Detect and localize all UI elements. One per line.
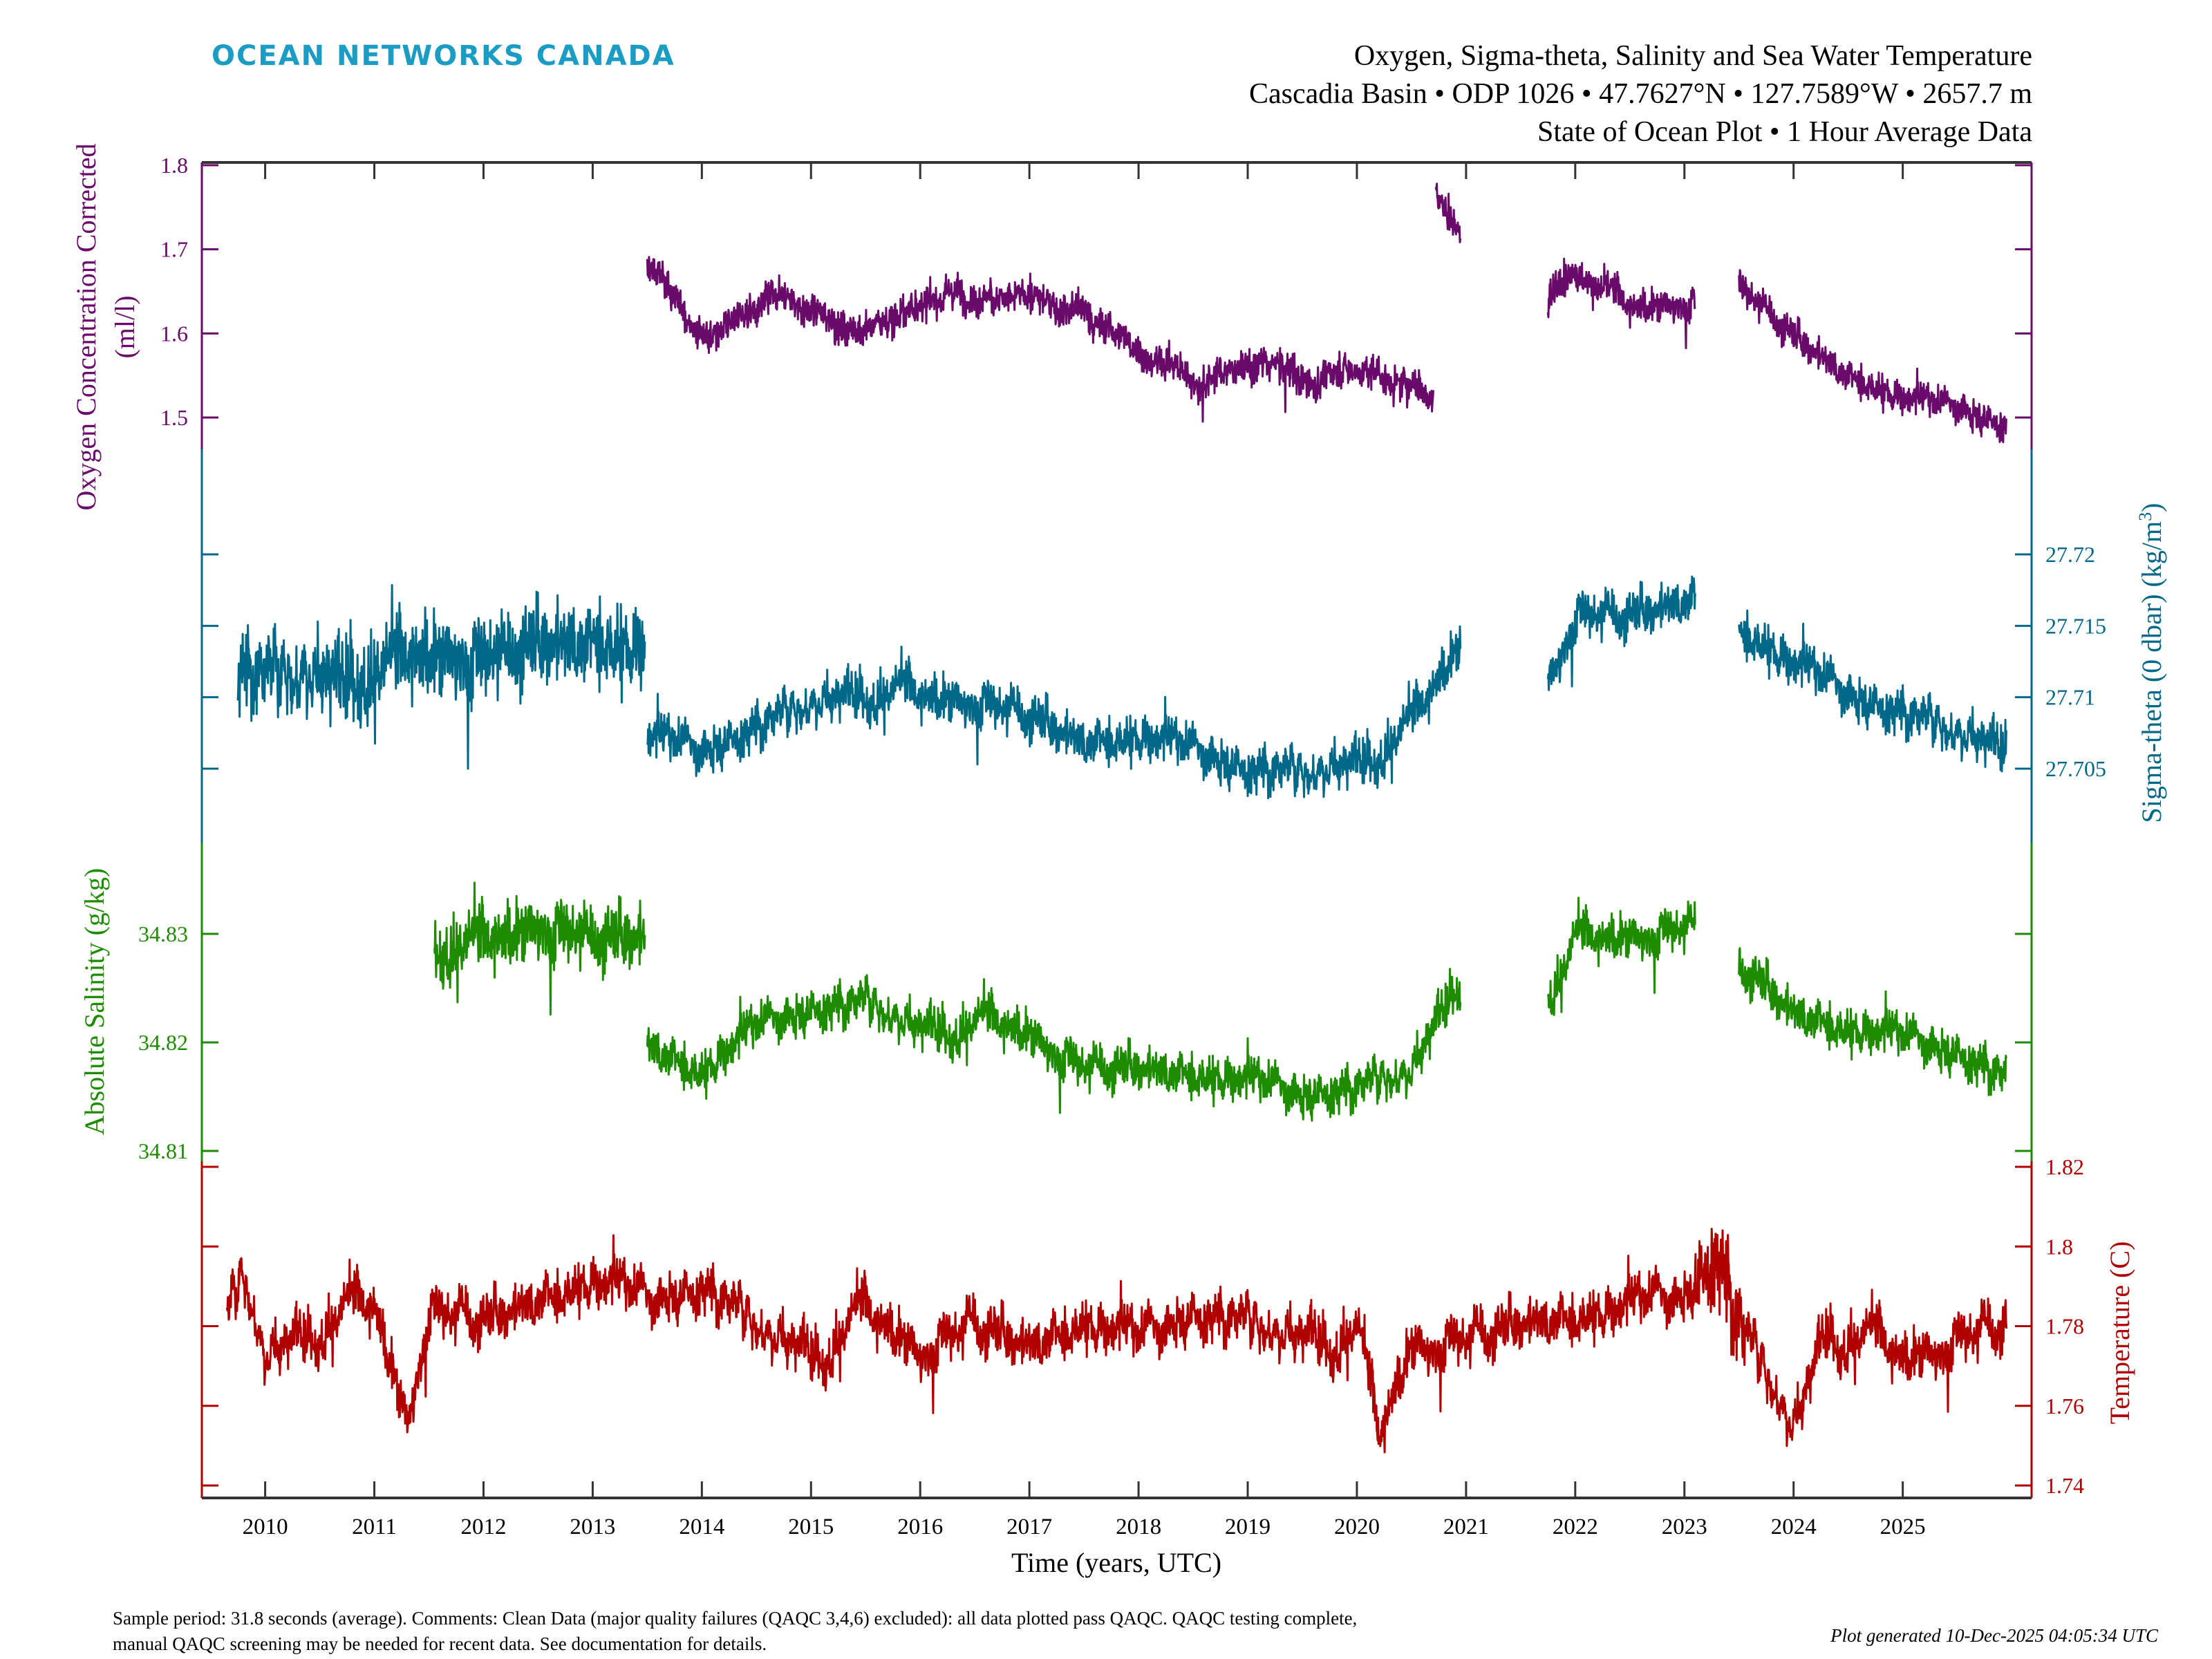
temperature-tick-label: 1.82 <box>2045 1154 2084 1179</box>
oxygen-tick-label: 1.6 <box>160 321 188 346</box>
chart-title: Oxygen, Sigma-theta, Salinity and Sea Wa… <box>1354 40 2032 72</box>
footer-comments-line1: Sample period: 31.8 seconds (average). C… <box>113 1608 1357 1629</box>
salinity-series-line-0 <box>433 881 646 1016</box>
oxygen-series-line-1 <box>1434 182 1462 243</box>
temperature-tick-label: 1.8 <box>2045 1234 2073 1259</box>
sigma-tick-label: 27.715 <box>2045 613 2106 638</box>
x-tick-label: 2020 <box>1334 1515 1380 1539</box>
oxygen-axis-label-line1: Oxygen Concentration Corrected <box>71 144 102 511</box>
x-axis-label: Time (years, UTC) <box>1011 1547 1221 1578</box>
salinity-axis-label: Absolute Salinity (g/kg) <box>79 868 110 1136</box>
temperature-axis-label: Temperature (C) <box>2104 1241 2135 1425</box>
chart-subtitle-type: State of Ocean Plot • 1 Hour Average Dat… <box>1537 116 2032 148</box>
x-tick-label: 2025 <box>1880 1515 1926 1539</box>
x-tick-label: 2021 <box>1443 1515 1489 1539</box>
sigma-tick-label: 27.705 <box>2045 756 2106 781</box>
x-tick-label: 2022 <box>1553 1515 1598 1539</box>
oxygen-series-line-0 <box>646 256 1434 423</box>
x-tick-label: 2012 <box>460 1515 506 1539</box>
x-tick-label: 2019 <box>1225 1515 1271 1539</box>
salinity-series-line-3 <box>1738 947 2007 1096</box>
x-tick-label: 2018 <box>1116 1515 1161 1539</box>
temperature-tick-label: 1.78 <box>2045 1314 2084 1339</box>
sigma-series-line-0 <box>236 583 646 770</box>
temperature-tick-label: 1.74 <box>2045 1473 2084 1498</box>
sigma-series-line-1 <box>646 625 1462 800</box>
oxygen-tick-label: 1.5 <box>160 405 188 430</box>
x-tick-label: 2015 <box>788 1515 834 1539</box>
x-tick-label: 2013 <box>570 1515 615 1539</box>
plot-generated-timestamp: Plot generated 10-Dec-2025 04:05:34 UTC <box>1830 1625 2159 1646</box>
axes-layer: 1.5 1.6 1.7 1.8 27.705 27.71 27.715 27.72 34.81 3… <box>138 153 2106 1539</box>
sigma-series-line-3 <box>1738 609 2007 773</box>
x-tick-label: 2017 <box>1006 1515 1052 1539</box>
x-tick-label: 2010 <box>243 1515 288 1539</box>
salinity-tick-label: 34.83 <box>138 921 188 946</box>
salinity-series-line-1 <box>646 968 1462 1122</box>
temperature-series-line-0 <box>225 1228 2008 1454</box>
sigma-series-line-2 <box>1546 575 1696 691</box>
oxygen-series-line-2 <box>1546 257 1696 350</box>
oxygen-tick-label: 1.8 <box>160 153 188 178</box>
salinity-series-line-2 <box>1546 897 1696 1016</box>
temperature-tick-label: 1.76 <box>2045 1394 2084 1418</box>
footer-comments-line2: manual QAQC screening may be needed for … <box>113 1633 767 1654</box>
salinity-tick-label: 34.82 <box>138 1030 188 1055</box>
sigma-tick-label: 27.72 <box>2045 542 2095 567</box>
oxygen-series-line-3 <box>1738 269 2007 444</box>
x-tick-label: 2016 <box>897 1515 943 1539</box>
sigma-axis-label: Sigma-theta (0 dbar) (kg/m3) <box>2135 503 2167 823</box>
sigma-tick-label: 27.71 <box>2045 685 2095 710</box>
logo: OCEAN NETWORKS CANADA <box>212 40 675 72</box>
x-tick-label: 2014 <box>679 1515 724 1539</box>
series-layer <box>225 182 2008 1454</box>
x-tick-label: 2024 <box>1771 1515 1817 1539</box>
x-tick-label: 2023 <box>1662 1515 1707 1539</box>
oxygen-axis-label-line2: (ml/l) <box>109 295 140 358</box>
salinity-tick-label: 34.81 <box>138 1138 188 1163</box>
oxygen-tick-label: 1.7 <box>160 237 188 262</box>
x-tick-label: 2011 <box>352 1515 397 1539</box>
chart-subtitle-location: Cascadia Basin • ODP 1026 • 47.7627°N • … <box>1249 78 2032 110</box>
